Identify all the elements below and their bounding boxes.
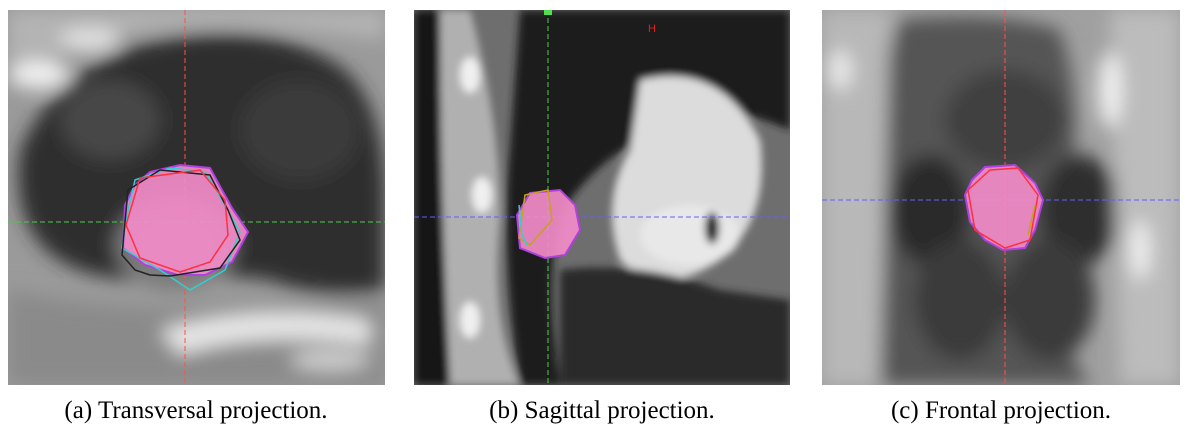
- frontal-image: [822, 10, 1180, 385]
- orientation-label: H: [648, 23, 656, 35]
- caption: (b) Sagittal projection.: [489, 397, 715, 424]
- caption: (c) Frontal projection.: [891, 397, 1111, 424]
- caption: (a) Transversal projection.: [64, 397, 327, 424]
- figure: H (a) Transversal projection. (b) Sagitt…: [0, 0, 1189, 434]
- transversal-image: [8, 10, 385, 385]
- sagittal-image: H: [414, 10, 790, 385]
